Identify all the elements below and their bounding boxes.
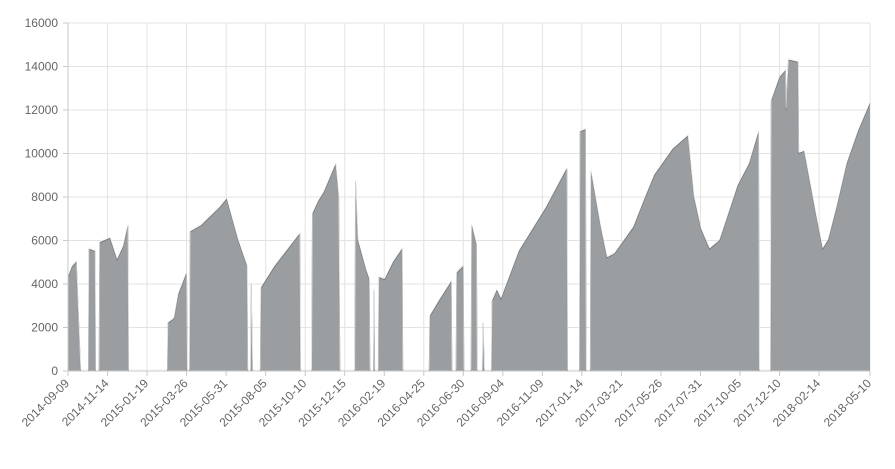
y-tick-label: 0 <box>51 364 58 378</box>
area-series <box>68 59 870 372</box>
y-tick-label: 12000 <box>25 103 59 117</box>
y-tick-label: 16000 <box>25 16 59 30</box>
y-tick-label: 14000 <box>25 60 59 74</box>
area-fill-series-0 <box>68 60 870 371</box>
y-tick-label: 2000 <box>31 321 58 335</box>
x-tick-label: 2018-05-10 <box>821 376 875 430</box>
y-tick-label: 4000 <box>31 277 58 291</box>
y-tick-label: 6000 <box>31 234 58 248</box>
y-tick-label: 8000 <box>31 190 58 204</box>
y-tick-label: 10000 <box>25 147 59 161</box>
